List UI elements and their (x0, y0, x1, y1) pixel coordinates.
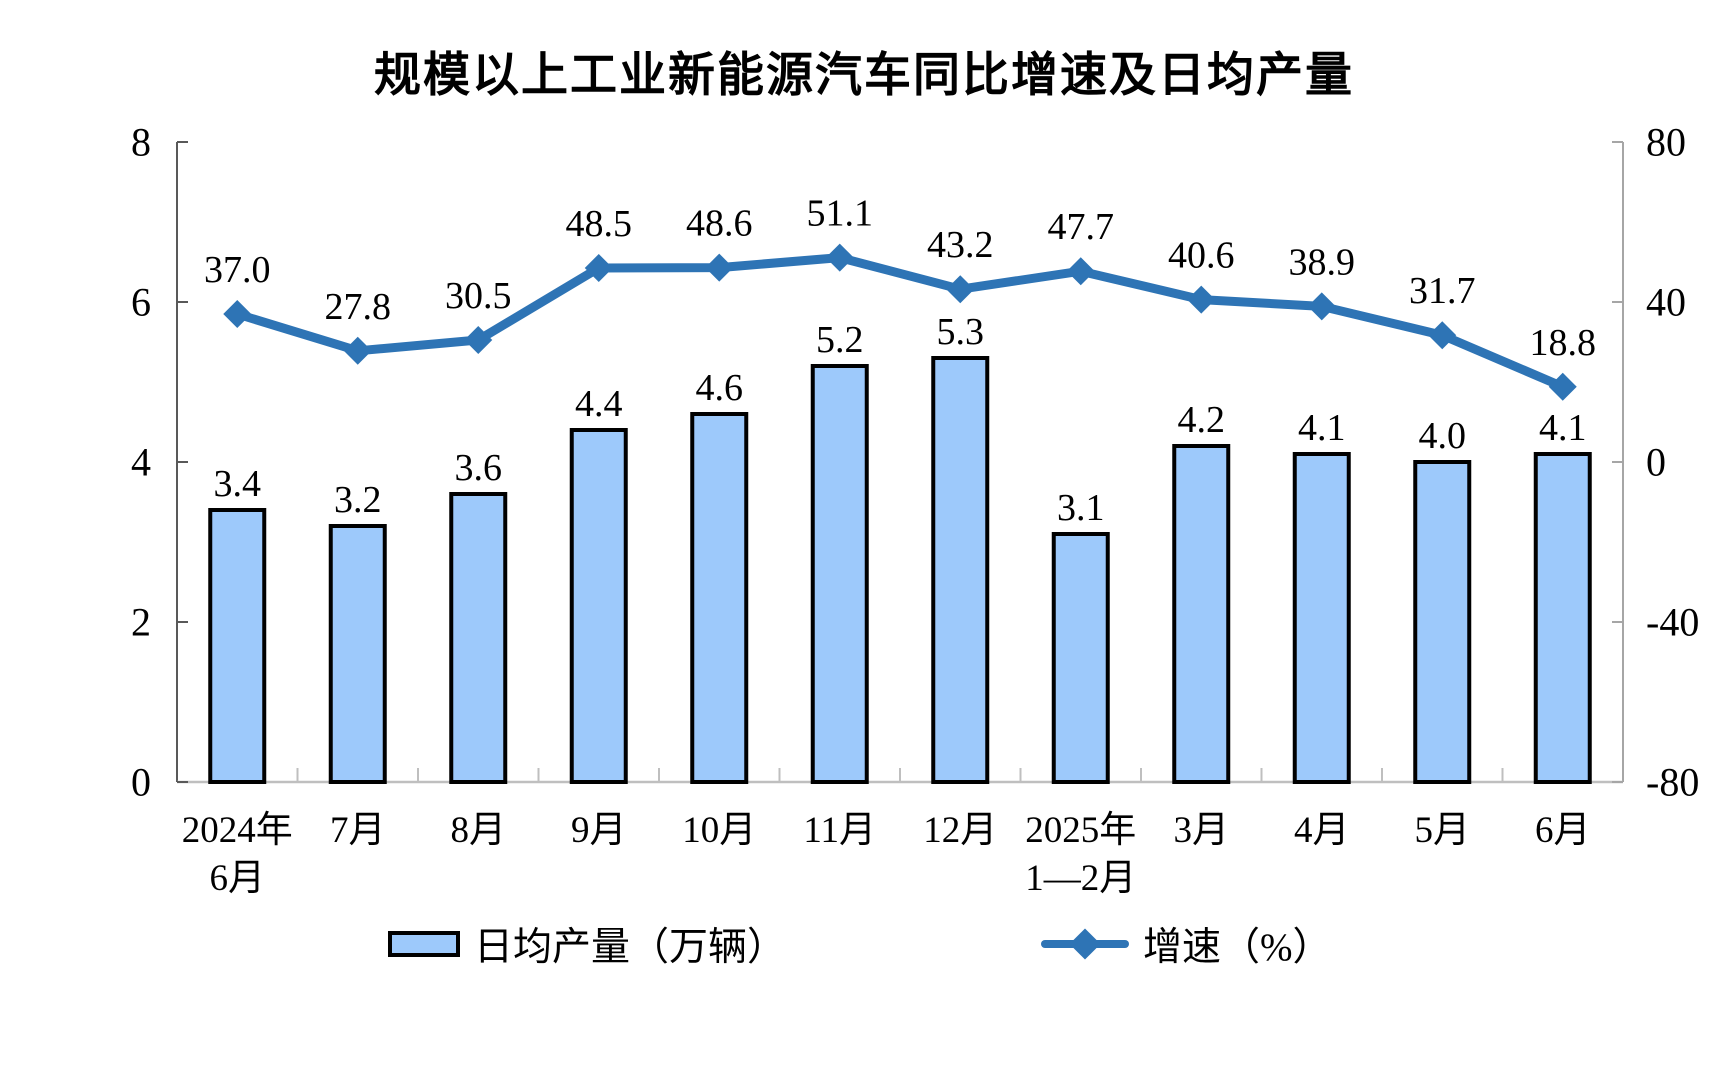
y-axis-left-tick-label: 8 (131, 120, 151, 165)
line-value-label: 37.0 (204, 249, 271, 291)
x-axis-label: 8月 (451, 810, 507, 851)
line-marker (464, 326, 493, 354)
y-axis-right-tick-label: 80 (1646, 120, 1686, 165)
x-axis-label: 6月 (210, 858, 266, 899)
line-marker (1428, 321, 1457, 350)
bar-value-label: 4.2 (1178, 399, 1226, 441)
x-axis-label: 11月 (803, 810, 876, 851)
line-marker (584, 254, 613, 282)
x-axis-label: 6月 (1535, 810, 1591, 851)
bar-6 (931, 356, 990, 784)
bar-value-label: 3.1 (1057, 487, 1105, 529)
line-value-label: 18.8 (1530, 322, 1597, 364)
bar-3 (569, 428, 628, 784)
line-marker (1307, 292, 1336, 321)
line-value-label: 40.6 (1168, 235, 1235, 277)
line-value-label: 51.1 (807, 193, 874, 235)
line-marker (1187, 285, 1216, 314)
bar-value-label: 5.2 (816, 319, 864, 361)
bar-value-label: 5.3 (937, 311, 985, 353)
bar-9 (1292, 452, 1351, 784)
x-axis-label: 12月 (923, 810, 997, 851)
bar-value-label: 4.6 (696, 367, 744, 409)
bar-1 (328, 524, 387, 784)
line-marker (223, 300, 252, 328)
line-value-label: 48.5 (566, 203, 633, 245)
bar-11 (1533, 452, 1592, 784)
line-legend-label: 增速（%） (1143, 926, 1332, 969)
x-axis-label: 2024年 (182, 809, 293, 851)
bar-7 (1051, 532, 1110, 784)
line-marker (1548, 372, 1577, 401)
y-axis-right-tick-label: -80 (1646, 760, 1699, 805)
bar-2 (449, 492, 508, 784)
y-axis-right-tick-label: 0 (1646, 440, 1666, 485)
line-value-label: 43.2 (927, 224, 994, 266)
line-value-label: 47.7 (1048, 206, 1115, 248)
y-axis-left-tick-label: 0 (131, 760, 151, 805)
bar-value-label: 3.2 (334, 479, 382, 521)
line-value-label: 38.9 (1289, 241, 1356, 283)
x-axis-label: 7月 (330, 810, 386, 851)
y-axis-right-tick-label: -40 (1646, 600, 1699, 645)
x-axis-label: 9月 (571, 810, 627, 851)
bar-value-label: 4.1 (1539, 407, 1587, 449)
x-axis-label: 2025年 (1025, 809, 1136, 851)
line-marker (946, 275, 975, 304)
y-axis-left-tick-label: 2 (131, 600, 151, 645)
y-axis-left-tick-label: 6 (131, 280, 151, 325)
x-axis-label: 4月 (1294, 810, 1350, 851)
bar-value-label: 3.6 (455, 447, 503, 489)
x-axis-label: 1—2月 (1025, 858, 1136, 899)
bar-0 (208, 508, 267, 784)
bar-8 (1172, 444, 1231, 784)
growth-line (232, 253, 1568, 392)
bar-legend-swatch-icon (388, 931, 460, 957)
bar-4 (690, 412, 749, 784)
chart-title: 规模以上工业新能源汽车同比增速及日均产量 (374, 48, 1354, 101)
bar-value-label: 4.0 (1419, 415, 1467, 457)
bar-value-label: 4.4 (575, 383, 623, 425)
y-axis-left-tick-label: 4 (131, 440, 151, 485)
line-value-label: 48.6 (686, 203, 753, 245)
bar-10 (1413, 460, 1472, 784)
diamond-marker-icon (1069, 928, 1101, 960)
line-value-label: 31.7 (1409, 270, 1476, 312)
x-axis-label: 10月 (682, 810, 756, 851)
bar-5 (810, 364, 869, 784)
y-axis-right-tick-label: 40 (1646, 280, 1686, 325)
line-value-label: 27.8 (325, 286, 392, 328)
line-marker (343, 336, 372, 365)
line-marker (705, 253, 734, 282)
line-marker (1066, 257, 1095, 286)
legend: 日均产量（万辆） 增速（%） (0, 916, 1728, 976)
bar-legend-label: 日均产量（万辆） (474, 926, 787, 969)
line-marker (825, 243, 854, 272)
legend-item-line: 增速（%） (1041, 916, 1332, 972)
line-legend-swatch-icon (1041, 928, 1129, 960)
x-axis-label: 3月 (1174, 810, 1230, 851)
bar-value-label: 3.4 (214, 463, 262, 505)
x-axis-label: 5月 (1415, 810, 1471, 851)
line-value-label: 30.5 (445, 275, 512, 317)
legend-item-bar: 日均产量（万辆） (388, 916, 786, 972)
bar-value-label: 4.1 (1298, 407, 1346, 449)
